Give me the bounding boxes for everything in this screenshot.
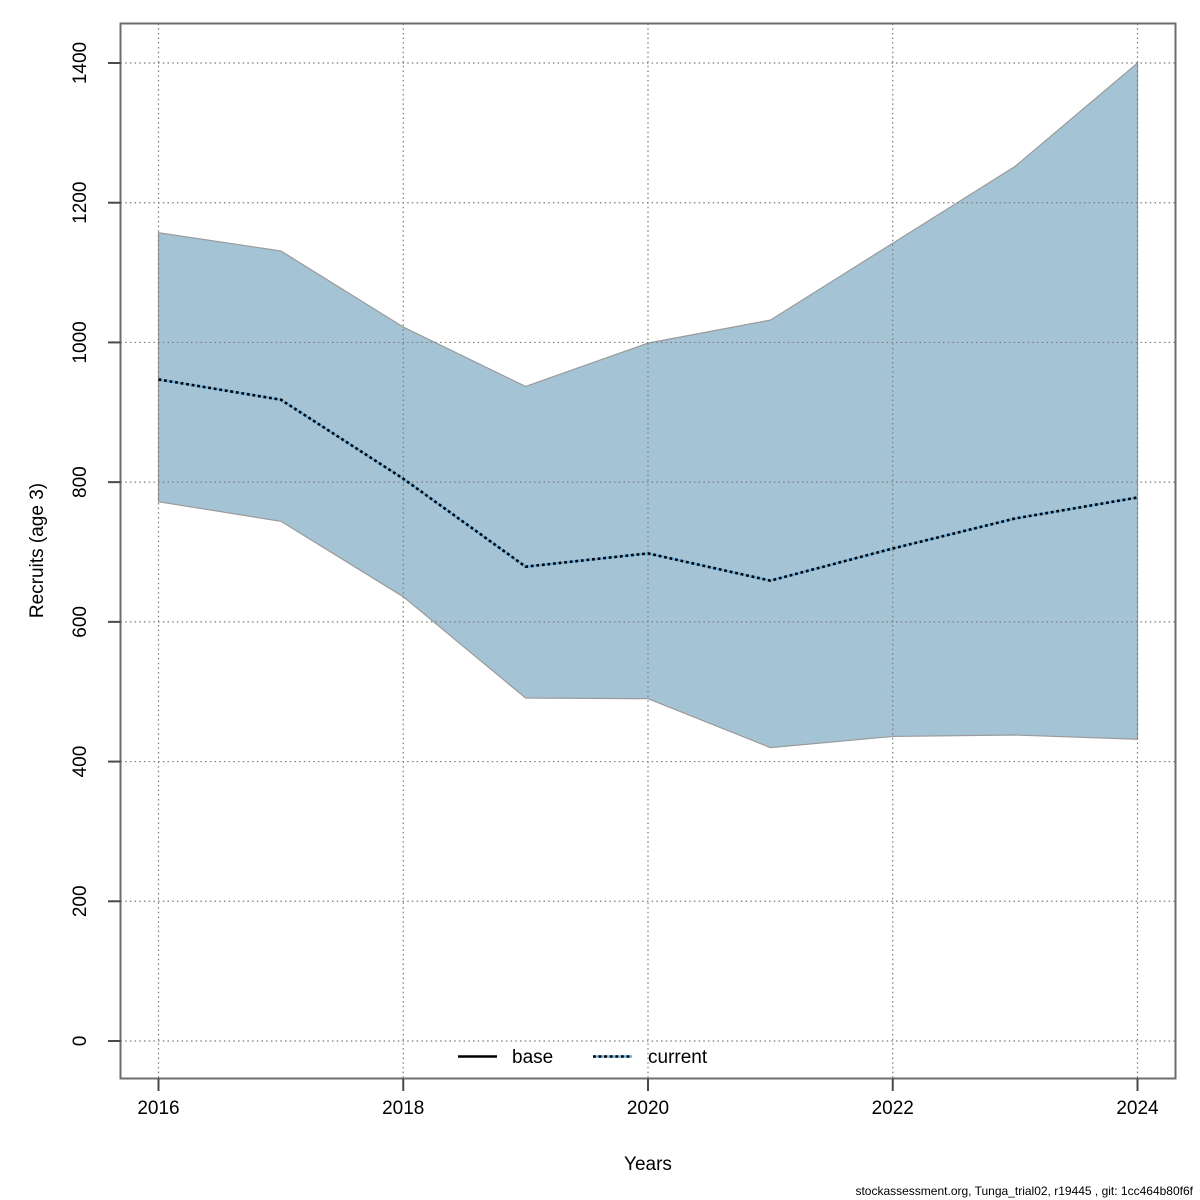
- legend-base-label: base: [512, 1047, 553, 1068]
- legend-current-label: current: [648, 1047, 708, 1068]
- y-tick-label: 1000: [70, 321, 91, 363]
- x-tick-label: 2020: [627, 1098, 669, 1119]
- x-tick-label: 2018: [382, 1098, 424, 1119]
- y-axis-title: Recruits (age 3): [27, 483, 48, 618]
- gridlines: [120, 23, 1176, 1079]
- footer-text: stockassessment.org, Tunga_trial02, r194…: [855, 1184, 1193, 1198]
- y-tick-label: 1400: [70, 42, 91, 84]
- x-tick-label: 2022: [872, 1098, 914, 1119]
- y-tick-label: 600: [70, 606, 91, 638]
- x-tick-label: 2016: [137, 1098, 179, 1119]
- y-axis: 0 200 400 600 800 1000 1200 1400: [70, 42, 121, 1046]
- x-axis: 2016 2018 2020 2022 2024: [137, 1078, 1159, 1119]
- current-line: [158, 378, 1138, 582]
- y-tick-label: 200: [70, 885, 91, 917]
- y-tick-label: 800: [70, 466, 91, 498]
- legend: base current: [458, 1047, 708, 1068]
- y-tick-label: 400: [70, 746, 91, 778]
- median-line-layer: [158, 378, 1138, 582]
- y-tick-label: 0: [70, 1036, 91, 1047]
- x-tick-label: 2024: [1116, 1098, 1159, 1119]
- y-tick-label: 1200: [70, 182, 91, 224]
- x-axis-title: Years: [624, 1154, 672, 1175]
